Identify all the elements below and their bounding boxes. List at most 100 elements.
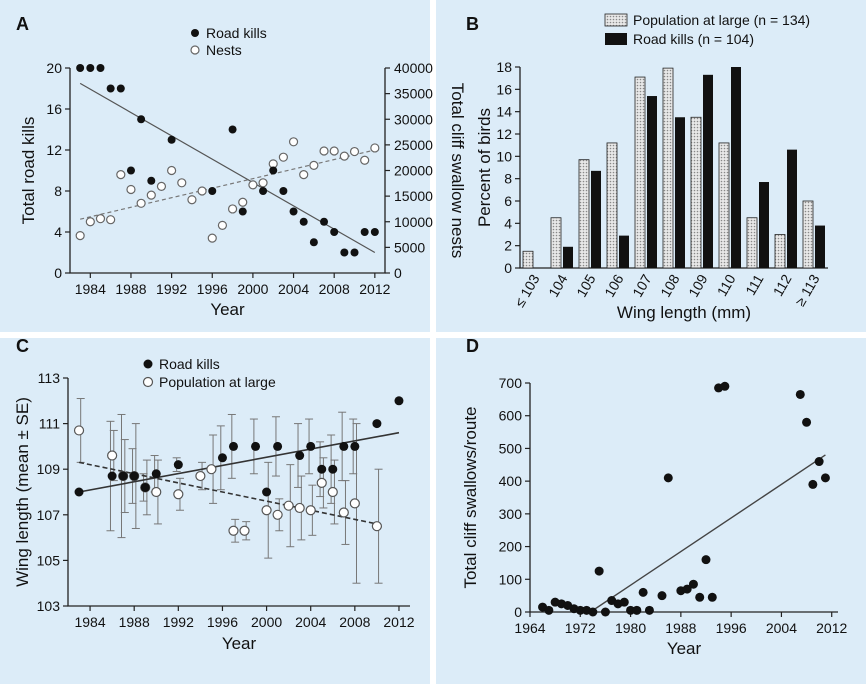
nest-point xyxy=(146,190,156,200)
data-point xyxy=(632,605,642,615)
y-axis-label: Total cliff swallows/route xyxy=(461,406,480,588)
roadkill-point xyxy=(259,187,268,195)
population-point xyxy=(316,477,327,488)
roadkill-point xyxy=(273,441,283,451)
bar-population xyxy=(550,217,562,269)
data-point xyxy=(663,473,673,483)
population-point xyxy=(239,525,250,536)
x-tick-label: 2012 xyxy=(383,614,414,630)
x-tick-label: ≤ 103 xyxy=(511,271,542,309)
bar-roadkill xyxy=(647,96,657,269)
roadkill-point xyxy=(76,64,85,72)
bar-population xyxy=(606,142,618,269)
nest-point xyxy=(95,214,106,224)
bar-roadkill xyxy=(619,235,629,268)
panel-letter: D xyxy=(466,336,479,356)
roadkill-point xyxy=(208,187,217,195)
nest-point xyxy=(258,178,268,188)
data-point xyxy=(795,389,805,399)
nest-point xyxy=(116,170,126,180)
y-tick-label: 700 xyxy=(499,375,523,391)
population-point xyxy=(272,509,283,520)
y-tick-label: 400 xyxy=(499,473,523,489)
x-tick-label: 2012 xyxy=(359,281,390,297)
legend-marker xyxy=(190,45,200,55)
y-tick-label: 100 xyxy=(499,571,523,587)
y2-tick-label: 5000 xyxy=(394,239,425,255)
x-axis-label: Year xyxy=(667,639,702,658)
roadkill-point xyxy=(107,471,117,481)
roadkill-point xyxy=(370,228,379,236)
bar-roadkill xyxy=(759,182,769,268)
panel-letter: A xyxy=(16,14,29,34)
y-tick-label: 6 xyxy=(504,193,512,209)
population-point xyxy=(294,502,305,514)
data-point xyxy=(695,592,705,602)
data-point xyxy=(594,566,604,576)
x-tick-label: 2004 xyxy=(766,620,797,636)
data-point xyxy=(657,591,667,601)
legend-swatch xyxy=(605,33,627,45)
nest-point xyxy=(319,146,329,156)
roadkill-point xyxy=(86,64,95,72)
panel-c: C 103 105 107 109 111 113 1984 1988 1992 1996 2000 2… xyxy=(13,336,415,653)
y-tick-label: 2 xyxy=(504,238,512,254)
legend-label: Population at large (n = 134) xyxy=(633,12,810,28)
y-tick-label: 300 xyxy=(499,506,523,522)
roadkill-point xyxy=(279,187,288,195)
legend-label: Nests xyxy=(206,42,242,58)
nest-point xyxy=(227,204,238,214)
y-tick-label: 16 xyxy=(496,81,512,97)
y-axis-label: Wing length (mean ± SE) xyxy=(13,397,32,587)
x-tick-label: 1996 xyxy=(197,281,228,297)
roadkill-point xyxy=(151,469,161,479)
bar-population xyxy=(802,200,814,269)
bar-roadkill xyxy=(731,67,741,268)
nest-point xyxy=(207,233,217,243)
legend-marker xyxy=(143,359,153,369)
y2-axis-label: Total cliff swallow nests xyxy=(448,83,467,258)
roadkill-point xyxy=(129,471,139,481)
y-tick-label: 500 xyxy=(499,440,523,456)
y-axis-label: Total road kills xyxy=(19,117,38,225)
nest-point xyxy=(167,165,177,176)
data-point xyxy=(688,579,698,589)
nest-point xyxy=(288,137,299,147)
data-point xyxy=(802,417,812,427)
nest-point xyxy=(126,184,136,195)
y2-tick-label: 20000 xyxy=(394,163,433,179)
x-tick-label: 106 xyxy=(601,271,627,299)
population-point xyxy=(349,498,360,509)
y2-tick-label: 40000 xyxy=(394,60,433,76)
data-point xyxy=(707,592,717,602)
bar-population xyxy=(690,116,702,269)
x-tick-label: 110 xyxy=(714,271,739,299)
data-point xyxy=(638,587,648,597)
y2-tick-label: 15000 xyxy=(394,188,433,204)
bar-roadkill xyxy=(787,149,797,268)
x-tick-label: 1988 xyxy=(665,620,696,636)
population-point xyxy=(107,450,118,461)
data-point xyxy=(588,607,598,617)
bar-roadkill xyxy=(675,117,685,268)
y-tick-label: 16 xyxy=(46,101,62,117)
data-point xyxy=(720,381,730,391)
y-tick-label: 4 xyxy=(504,215,512,231)
bar-population xyxy=(578,159,590,269)
roadkill-point xyxy=(317,464,327,474)
x-tick-label: 2000 xyxy=(237,281,268,297)
bar-population xyxy=(662,67,674,269)
roadkill-point xyxy=(299,217,308,226)
roadkill-point xyxy=(167,135,176,144)
roadkill-point xyxy=(137,115,146,124)
bar-population xyxy=(746,217,758,269)
bar-roadkill xyxy=(591,170,601,268)
x-tick-label: 2008 xyxy=(319,281,350,297)
legend-label: Road kills xyxy=(159,356,220,372)
trend-line xyxy=(80,149,375,220)
y2-tick-label: 10000 xyxy=(394,214,433,230)
y-tick-label: 12 xyxy=(496,126,512,142)
bar-population xyxy=(774,234,786,269)
y-tick-label: 12 xyxy=(46,142,62,158)
